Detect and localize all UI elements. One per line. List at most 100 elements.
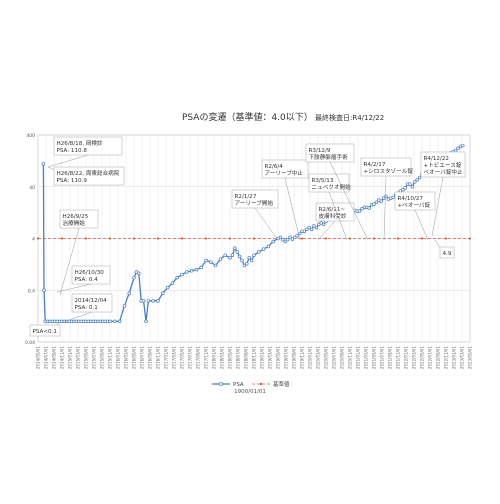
psa-point xyxy=(266,244,271,249)
x-tick-label: 2020/03/01 xyxy=(316,346,321,370)
psa-point xyxy=(170,281,175,285)
psa-point xyxy=(237,254,242,259)
x-tick-label: 2018/11/01 xyxy=(252,346,257,370)
annotation-leader xyxy=(414,209,429,241)
baseline-marker xyxy=(36,237,40,240)
x-tick-label: 2017/09/01 xyxy=(196,346,201,370)
x-tick-label: 2021/11/01 xyxy=(396,346,401,370)
psa-point xyxy=(233,246,237,250)
baseline-marker xyxy=(252,237,256,240)
psa-point xyxy=(415,177,419,182)
annotation-text: PSA<0.1 xyxy=(33,329,58,335)
psa-point xyxy=(391,195,395,200)
x-tick-label: 2019/11/01 xyxy=(300,346,305,370)
baseline-marker xyxy=(372,237,376,240)
x-tick-label: 2016/05/01 xyxy=(132,346,137,370)
baseline-marker xyxy=(324,237,328,240)
psa-point xyxy=(360,207,364,211)
psa-point xyxy=(319,221,323,225)
psa-point xyxy=(230,253,235,257)
psa-point xyxy=(161,291,165,296)
psa-point xyxy=(249,258,254,263)
baseline-marker xyxy=(60,237,64,240)
x-tick-label: 2014/07/01 xyxy=(44,346,49,370)
psa-point xyxy=(127,291,131,296)
annotation-text: PSA: 0.4 xyxy=(75,277,99,283)
psa-point xyxy=(410,185,415,189)
psa-point xyxy=(261,247,266,251)
annotation-text: H26/9/25 xyxy=(63,214,89,220)
psa-point xyxy=(453,148,458,153)
x-tick-label: 2018/07/01 xyxy=(236,346,241,370)
psa-point xyxy=(245,262,249,266)
annotation-text: H26/8/22, 周東総合病院 xyxy=(57,169,120,177)
annotation-text: 2014/12/04 xyxy=(75,298,108,304)
x-tick-label: 2015/05/01 xyxy=(84,346,89,370)
x-tick-label: 2020/11/01 xyxy=(348,346,353,370)
annotation-text: アーリーブ中止 xyxy=(265,169,304,177)
annotation-text: +トビエース錠 xyxy=(424,161,462,169)
x-tick-label: 2021/07/01 xyxy=(380,346,385,370)
psa-point xyxy=(41,162,46,166)
annotation-text: PSA: 0.1 xyxy=(75,305,99,311)
chart-title: PSAの変遷（基準値：4.0以下） xyxy=(182,111,313,123)
x-tick-label: 2022/03/01 xyxy=(412,346,417,370)
psa-point xyxy=(293,235,297,240)
legend-baseline-marker xyxy=(259,382,263,386)
y-tick-label: 0.4 xyxy=(28,288,35,294)
x-tick-label: 2021/05/01 xyxy=(372,346,377,370)
annotation-text: ベオーバ錠中止 xyxy=(424,168,464,176)
baseline-marker xyxy=(228,237,232,240)
x-tick-label: 2021/03/01 xyxy=(364,346,369,370)
legend-psa-label: PSA xyxy=(233,382,244,388)
x-tick-label: 2021/01/01 xyxy=(356,346,361,370)
baseline-marker xyxy=(348,237,352,240)
psa-point xyxy=(295,234,299,238)
psa-point xyxy=(403,186,407,190)
psa-point xyxy=(317,222,321,227)
annotation-text: 皮膚科受診 xyxy=(319,212,347,220)
x-tick-label: 2019/09/01 xyxy=(292,346,297,370)
annotation-text: R2/6/4 xyxy=(265,164,284,170)
x-tick-label: 2015/07/01 xyxy=(92,346,97,370)
annotation-leader xyxy=(254,207,279,241)
annotation-box xyxy=(29,324,61,337)
annotation-box xyxy=(71,265,111,285)
x-tick-label: 2016/09/01 xyxy=(148,346,153,370)
annotation-text: R4/12/22 xyxy=(424,156,449,162)
x-tick-label: 2014/05/01 xyxy=(36,346,41,370)
x-tick-label: 2018/01/01 xyxy=(212,346,217,370)
psa-point xyxy=(185,270,189,274)
annotation-leader xyxy=(63,311,93,323)
psa-point xyxy=(372,202,376,206)
psa-point xyxy=(252,253,256,257)
x-tick-label: 2020/05/01 xyxy=(324,346,329,370)
annotation-box xyxy=(360,157,412,177)
x-tick-label: 2015/01/01 xyxy=(68,346,73,370)
x-tick-label: 2015/09/01 xyxy=(100,346,105,370)
psa-point xyxy=(228,255,232,260)
psa-point xyxy=(314,225,319,230)
psa-point xyxy=(307,225,311,230)
y-tick-label: 4 xyxy=(32,237,35,243)
psa-point xyxy=(283,239,287,244)
psa-point xyxy=(379,199,383,203)
psa-point xyxy=(384,194,388,199)
psa-point xyxy=(374,200,379,205)
psa-point xyxy=(204,258,208,263)
psa-point xyxy=(144,319,148,324)
annotation-text: H26/8/18, 岡検診 xyxy=(57,139,104,147)
annotation-box xyxy=(53,136,123,156)
baseline-marker xyxy=(180,237,184,240)
x-tick-label: 2021/09/01 xyxy=(388,346,393,370)
psa-point xyxy=(223,253,227,257)
annotation-leader xyxy=(329,161,369,241)
x-tick-label: 2022/01/01 xyxy=(404,346,409,370)
psa-point xyxy=(180,272,184,277)
baseline-marker xyxy=(444,237,448,240)
psa-point xyxy=(175,275,179,280)
